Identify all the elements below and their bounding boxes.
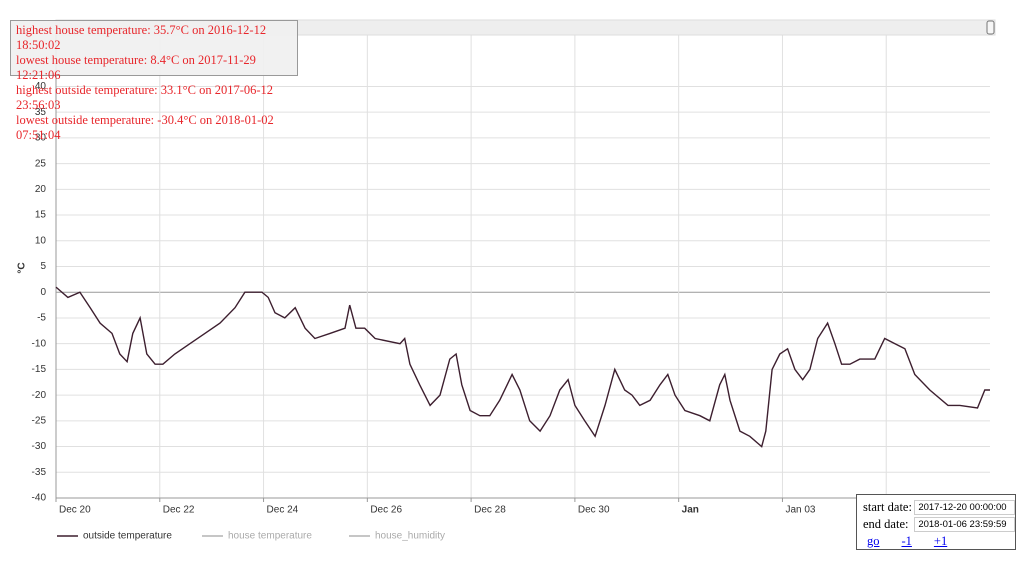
y-tick-label: -10: [32, 338, 47, 349]
date-controls: start date: 2017-12-20 00:00:00 end date:…: [856, 494, 1016, 550]
start-row: start date: 2017-12-20 00:00:00: [863, 499, 1015, 516]
x-tick-label: Dec 20: [59, 505, 91, 516]
range-handle[interactable]: [986, 20, 995, 35]
y-tick-label: -25: [32, 415, 47, 426]
stat-line: highest outside temperature: 33.1°C on 2…: [16, 83, 274, 112]
x-tick-label: Jan: [682, 505, 699, 516]
y-tick-label: 5: [40, 261, 46, 272]
y-tick-label: -15: [32, 364, 47, 375]
x-tick-label: Dec 30: [578, 505, 610, 516]
y-tick-label: -5: [37, 313, 46, 324]
x-tick-label: Jan 03: [785, 505, 815, 516]
end-row: end date: 2018-01-06 23:59:59: [863, 516, 1015, 533]
start-input[interactable]: 2017-12-20 00:00:00: [914, 500, 1015, 515]
start-label: start date:: [863, 500, 912, 514]
x-tick-label: Dec 24: [267, 505, 299, 516]
go-link[interactable]: go: [867, 534, 880, 548]
y-tick-label: 30: [35, 133, 47, 144]
x-tick-label: Dec 22: [163, 505, 195, 516]
y-tick-label: 40: [35, 81, 47, 92]
stat-line: lowest house temperature: 8.4°C on 2017-…: [16, 53, 256, 82]
links-row: go -1 +1: [863, 533, 1015, 550]
end-input[interactable]: 2018-01-06 23:59:59: [914, 517, 1015, 532]
y-tick-label: 0: [40, 287, 46, 298]
x-tick-label: Dec 26: [370, 505, 402, 516]
end-label: end date:: [863, 517, 909, 531]
y-tick-label: 35: [35, 107, 47, 118]
x-tick-label: Dec 28: [474, 505, 506, 516]
next-link[interactable]: +1: [933, 534, 948, 548]
y-tick-label: -30: [32, 441, 47, 452]
stat-line: lowest outside temperature: -30.4°C on 2…: [16, 113, 274, 142]
y-tick-label: 15: [35, 210, 47, 221]
y-axis-label: °C: [17, 262, 28, 273]
y-tick-label: 25: [35, 158, 47, 169]
y-tick-label: 20: [35, 184, 47, 195]
y-tick-label: -40: [32, 493, 47, 504]
y-tick-label: -20: [32, 390, 47, 401]
legend-label[interactable]: house temperature: [228, 531, 312, 542]
stats-box: highest house temperature: 35.7°C on 201…: [10, 20, 298, 142]
y-tick-label: -35: [32, 467, 47, 478]
prev-link[interactable]: -1: [901, 534, 912, 548]
legend-label[interactable]: outside temperature: [83, 531, 172, 542]
data-line: [55, 286, 990, 448]
y-tick-label: 10: [35, 235, 47, 246]
stat-line: highest house temperature: 35.7°C on 201…: [16, 23, 267, 52]
legend-label[interactable]: house_humidity: [375, 531, 445, 542]
